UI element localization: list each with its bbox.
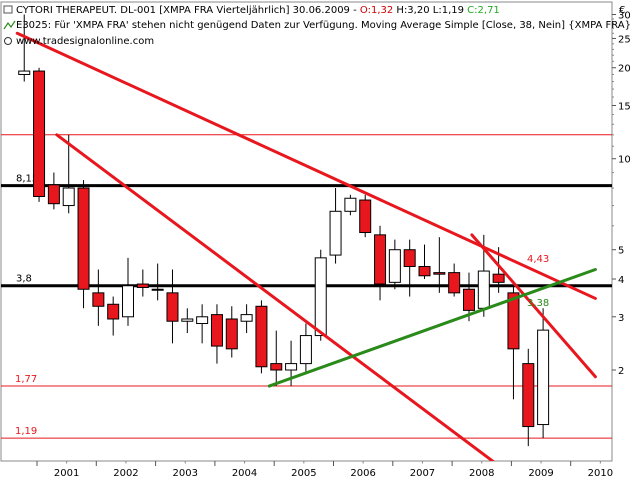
candle-down	[77, 187, 90, 290]
high-value: H:3,20	[396, 5, 429, 16]
y-tick-label: 15	[618, 102, 631, 113]
header-symbol: CYTORI THERAPEUT. DL-001 [XMPA FRA Viert…	[16, 5, 360, 16]
candle-down	[210, 314, 223, 347]
candle-down	[136, 283, 149, 288]
candle-up	[151, 288, 164, 291]
header-line1: CYTORI THERAPEUT. DL-001 [XMPA FRA Viert…	[16, 5, 500, 16]
y-tick-label: 2	[618, 366, 624, 377]
candle-down	[225, 318, 238, 350]
trend-annotation: 3,38	[527, 298, 549, 309]
low-value: L:1,19	[433, 5, 464, 16]
candle-up	[196, 316, 209, 325]
candles	[18, 14, 550, 447]
candle-up	[62, 187, 75, 207]
candle-down	[433, 272, 446, 275]
x-tick-label: 2007	[410, 468, 435, 479]
candle-down	[448, 272, 461, 294]
candle-up	[477, 270, 490, 309]
candle-down	[270, 363, 283, 371]
x-tick-label: 2004	[232, 468, 257, 479]
y-tick-label: 25	[618, 34, 631, 45]
trendline-red	[470, 233, 597, 379]
trend-annotation: 4,43	[527, 254, 549, 265]
candle-up	[181, 318, 194, 322]
trendline-green	[267, 268, 597, 388]
candle-down	[418, 266, 431, 277]
x-tick-label: 2003	[173, 468, 198, 479]
plot-frame	[0, 1, 613, 462]
open-value: O:1,32	[360, 5, 393, 16]
candle-up	[329, 210, 342, 256]
x-tick-label: 2008	[469, 468, 494, 479]
candle-up	[285, 363, 298, 371]
candle-down	[492, 273, 505, 283]
candle-up	[240, 314, 253, 322]
candle-up	[299, 335, 312, 365]
close-value: C:2,71	[467, 5, 500, 16]
candle-down	[107, 303, 120, 320]
globe-icon	[4, 37, 12, 45]
candle-down	[374, 234, 387, 285]
candle-up	[314, 257, 327, 337]
candle-down	[522, 363, 535, 428]
candle-down	[359, 199, 372, 234]
trendline-red	[15, 31, 597, 300]
level-label: 1,77	[15, 374, 37, 385]
x-axis: 2001 2002 2003 2004 2005 2006 2007 2008 2009 2010	[36, 461, 613, 479]
candle-down	[47, 184, 60, 205]
indicator-icon	[3, 20, 16, 30]
candle-up	[18, 70, 31, 75]
header-line2: E3025: Für 'XMPA FRA' stehen nicht genüg…	[16, 20, 631, 31]
x-tick-label: 2005	[291, 468, 316, 479]
y-tick-label: 30	[618, 11, 631, 22]
x-tick-label: 2009	[528, 468, 553, 479]
source-url[interactable]: www.tradesignalonline.com	[16, 36, 154, 47]
candle-down	[462, 288, 475, 311]
candle-up	[344, 197, 357, 212]
currency-label: €	[619, 5, 625, 16]
level-label: 8,15	[16, 174, 38, 185]
candle-down	[255, 305, 268, 368]
candle-down	[33, 70, 46, 197]
y-tick-label: 3	[618, 313, 624, 324]
x-tick-label: 2006	[350, 468, 375, 479]
header-marker	[3, 5, 13, 14]
trendline-red	[55, 133, 496, 461]
y-tick-label: 20	[618, 64, 631, 75]
x-tick-label: 2001	[54, 468, 79, 479]
candle-down	[507, 292, 520, 350]
candle-up	[388, 249, 401, 283]
candle-down	[166, 292, 179, 322]
header: CYTORI THERAPEUT. DL-001 [XMPA FRA Viert…	[3, 5, 631, 47]
candle-up	[122, 285, 135, 318]
horizontal-levels: 8,15 3,8 1,77 1,19	[1, 134, 612, 439]
x-tick-label: 2010	[588, 468, 613, 479]
y-tick-label: 5	[618, 246, 624, 257]
trendlines	[15, 31, 597, 461]
y-tick-label: 4	[618, 275, 624, 286]
candle-up	[537, 329, 550, 426]
candle-down	[403, 249, 416, 268]
level-label: 3,8	[16, 274, 32, 285]
level-label: 1,19	[15, 426, 37, 437]
x-tick-label: 2002	[113, 468, 138, 479]
y-tick-label: 10	[618, 155, 631, 166]
candle-down	[92, 292, 105, 307]
y-axis: 2 3 4 5 10 15 20 25 30	[612, 11, 631, 377]
